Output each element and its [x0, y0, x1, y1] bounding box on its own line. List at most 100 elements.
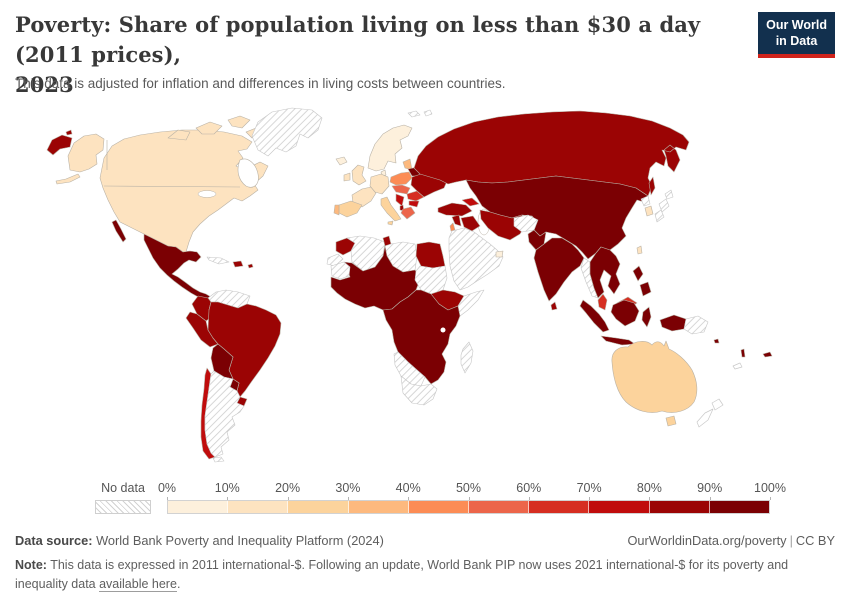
black-sea	[431, 192, 463, 204]
region-india[interactable]	[533, 237, 585, 302]
no-data-swatch[interactable]	[95, 500, 151, 514]
logo-line-2: in Data	[775, 34, 818, 49]
region-canada-arctic-islands[interactable]	[167, 115, 263, 141]
legend-tick-label: 30%	[335, 481, 361, 495]
legend-tick-label: 90%	[697, 481, 723, 495]
legend-tick-marks	[167, 497, 771, 500]
region-turkey[interactable]	[437, 202, 473, 217]
region-north-korea[interactable]	[640, 195, 651, 207]
region-somalia[interactable]	[457, 289, 485, 317]
legend-tick-label: 60%	[516, 481, 542, 495]
legend-tick-label: 40%	[395, 481, 421, 495]
region-new-caledonia[interactable]	[732, 362, 743, 370]
legend-bucket-30%-40%[interactable]	[348, 501, 409, 513]
no-data-label: No data	[101, 481, 145, 495]
available-here-link[interactable]: available here	[99, 577, 177, 593]
note-label: Note:	[15, 558, 47, 572]
region-uae[interactable]	[495, 250, 504, 258]
owid-logo[interactable]: Our World in Data	[758, 12, 835, 58]
legend-bucket-40%-50%[interactable]	[408, 501, 470, 513]
region-alaska[interactable]	[55, 133, 105, 185]
region-italy[interactable]	[380, 196, 402, 226]
legend-tick-label: 80%	[636, 481, 662, 495]
region-balkans-west[interactable]	[395, 193, 405, 207]
region-south-africa[interactable]	[400, 375, 438, 406]
region-bulgaria[interactable]	[408, 200, 420, 208]
owid-poverty-link[interactable]: OurWorldinData.org/poverty	[627, 533, 787, 548]
region-pakistan[interactable]	[527, 229, 547, 251]
region-cuba[interactable]	[206, 256, 230, 265]
region-greenland[interactable]	[251, 107, 323, 157]
legend-tick-label: 0%	[157, 481, 177, 495]
region-canada-usa[interactable]	[99, 129, 269, 253]
hudson-bay	[237, 158, 259, 188]
region-greece[interactable]	[400, 206, 416, 220]
region-israel[interactable]	[449, 222, 456, 232]
legend-bucket-0%-10%[interactable]	[168, 501, 229, 513]
region-egypt[interactable]	[415, 241, 446, 269]
region-levant[interactable]	[451, 214, 462, 227]
legend-bucket-80%-90%[interactable]	[649, 501, 710, 513]
region-philippines[interactable]	[632, 265, 652, 297]
region-western-sahara[interactable]	[326, 253, 344, 267]
legend-color-scale: 0% 10% 20% 30% 40% 50% 60% 70% 80% 90% 100%	[158, 481, 786, 514]
chart-subtitle: This data is adjusted for inflation and …	[15, 76, 506, 91]
legend-tick-label: 70%	[576, 481, 602, 495]
region-indonesia[interactable]	[579, 299, 687, 346]
legend-tick-label: 50%	[455, 481, 482, 495]
legend-bucket-50%-60%[interactable]	[469, 501, 530, 513]
region-iraq[interactable]	[460, 215, 481, 232]
legend-tick-label: 20%	[275, 481, 301, 495]
legend-tick-labels: 0% 10% 20% 30% 40% 50% 60% 70% 80% 90% 100%	[158, 481, 786, 497]
data-source: Data source: World Bank Poverty and Ineq…	[15, 533, 384, 548]
region-united-kingdom[interactable]	[343, 164, 367, 186]
region-germany-central-europe[interactable]	[369, 173, 390, 195]
region-svalbard[interactable]	[407, 109, 433, 118]
legend-no-data[interactable]: No data	[95, 481, 151, 514]
region-caucasus[interactable]	[461, 197, 480, 207]
legend-bucket-70%-80%[interactable]	[589, 501, 650, 513]
region-hispaniola[interactable]	[232, 260, 254, 269]
region-taiwan[interactable]	[636, 245, 643, 255]
attribution: OurWorldinData.org/poverty | CC BY	[627, 533, 835, 548]
logo-line-1: Our World	[766, 18, 827, 32]
region-thailand-indochina[interactable]	[589, 246, 621, 299]
legend-color-bar[interactable]	[167, 500, 770, 514]
region-russia-chukotka-wrap[interactable]	[46, 129, 73, 156]
region-new-zealand[interactable]	[696, 398, 724, 428]
legend-tick-label: 10%	[214, 481, 240, 495]
region-south-korea[interactable]	[644, 205, 654, 217]
region-madagascar[interactable]	[460, 341, 474, 374]
region-sakhalin[interactable]	[648, 176, 656, 196]
world-choropleth-map	[46, 107, 773, 463]
legend-bucket-60%-70%[interactable]	[529, 501, 590, 513]
title-line-2: 2023	[15, 71, 74, 97]
lake-victoria	[440, 327, 446, 333]
legend-bucket-10%-20%[interactable]	[228, 501, 289, 513]
region-australia[interactable]	[611, 340, 698, 427]
region-iceland[interactable]	[335, 156, 348, 166]
region-mauritania[interactable]	[330, 261, 351, 280]
cc-by-link[interactable]: CC BY	[795, 533, 835, 548]
region-namibia-botswana[interactable]	[393, 351, 426, 387]
footer: Data source: World Bank Poverty and Ineq…	[15, 533, 835, 548]
title-line-1: Poverty: Share of population living on l…	[15, 12, 701, 67]
region-poland[interactable]	[389, 171, 413, 186]
region-papua-new-guinea[interactable]	[683, 315, 709, 335]
legend-tick-label: 100%	[754, 481, 786, 495]
region-mexico-central-america[interactable]	[111, 219, 212, 303]
us-canada-border	[103, 140, 241, 188]
data-source-label: Data source:	[15, 533, 93, 548]
region-czechia-slovakia-hungary[interactable]	[391, 184, 411, 195]
page-title: Poverty: Share of population living on l…	[15, 10, 760, 99]
legend-bucket-20%-30%[interactable]	[288, 501, 349, 513]
region-saudi-arabia-yemen-oman[interactable]	[448, 227, 504, 291]
great-lakes	[197, 190, 217, 198]
region-japan[interactable]	[654, 189, 674, 223]
region-fiji-vanuatu[interactable]	[713, 338, 773, 358]
region-portugal[interactable]	[333, 204, 340, 216]
region-sri-lanka[interactable]	[550, 301, 558, 311]
region-argentina[interactable]	[204, 370, 245, 463]
legend-bucket-90%-100%[interactable]	[709, 501, 770, 513]
